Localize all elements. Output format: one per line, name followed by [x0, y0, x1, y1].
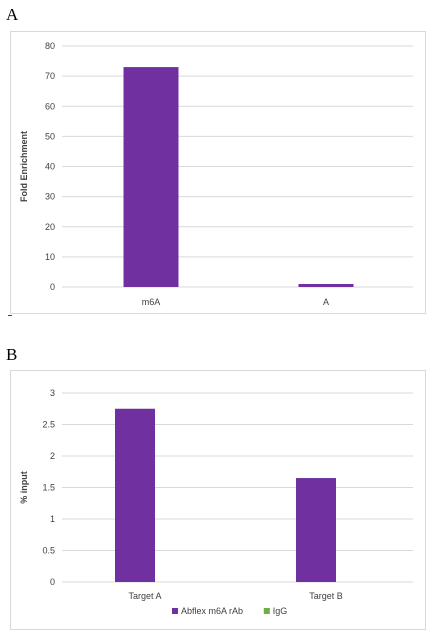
chart-a-bar: [298, 283, 354, 287]
chart-a-ytick-label: 20: [45, 222, 55, 232]
chart-b-ytick-label: 0.5: [42, 546, 55, 556]
chart-b-legend-label: Abflex m6A rAb: [181, 606, 243, 616]
chart-b-frame: [10, 370, 426, 630]
chart-b-category-label: Target A: [128, 591, 161, 601]
chart-b-legend-label: IgG: [273, 606, 288, 616]
chart-a-ytick-label: 40: [45, 162, 55, 172]
chart-a-category-label: m6A: [142, 297, 161, 307]
chart-b-ytick-label: 3: [50, 388, 55, 398]
chart-a-category-label: A: [323, 297, 329, 307]
chart-b-legend-swatch: [172, 608, 178, 614]
chart-b-category-label: Target B: [309, 591, 343, 601]
chart-a-corner-mark: [8, 315, 12, 316]
chart-b-bar: [296, 478, 336, 582]
chart-b-bar: [115, 408, 155, 582]
chart-b-ylabel: % input: [19, 471, 29, 504]
chart-a-ytick-label: 50: [45, 131, 55, 141]
chart-a-ytick-label: 80: [45, 41, 55, 51]
panel-a-label: A: [6, 5, 19, 24]
chart-a-ytick-label: 30: [45, 192, 55, 202]
chart-b-legend-swatch: [263, 608, 270, 614]
chart-b-ytick-label: 0: [50, 577, 55, 587]
chart-a-ytick-label: 0: [50, 282, 55, 292]
chart-a-ytick-label: 10: [45, 252, 55, 262]
chart-a-ylabel: Fold Enrichment: [19, 131, 29, 202]
chart-b-ytick-label: 1.5: [42, 483, 55, 493]
chart-a-ytick-label: 70: [45, 71, 55, 81]
panel-b-label: B: [6, 345, 18, 364]
chart-b-ytick-label: 2: [50, 451, 55, 461]
chart-b-ytick-label: 1: [50, 514, 55, 524]
chart-a-frame: [10, 31, 426, 314]
chart-a-ytick-label: 60: [45, 101, 55, 111]
chart-b-ytick-label: 2.5: [42, 420, 55, 430]
chart-a-bar: [123, 67, 179, 288]
